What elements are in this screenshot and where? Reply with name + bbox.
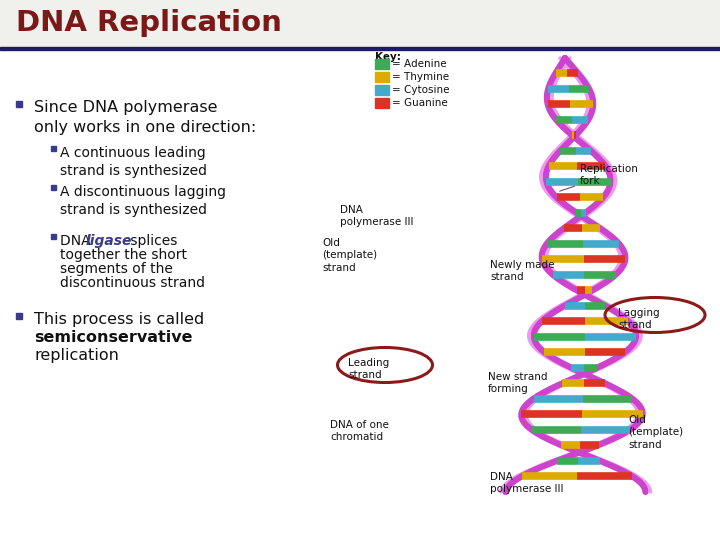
Text: Leading
strand: Leading strand: [348, 358, 390, 380]
Bar: [375, 85, 389, 95]
Bar: [375, 59, 389, 69]
Text: Newly made
strand: Newly made strand: [490, 260, 554, 282]
Text: ligase: ligase: [86, 234, 132, 248]
Text: segments of the: segments of the: [60, 262, 173, 276]
Text: DNA of one
chromatid: DNA of one chromatid: [330, 420, 389, 442]
Bar: [51, 146, 56, 151]
Bar: [51, 185, 56, 190]
Bar: [375, 98, 389, 108]
Text: together the short: together the short: [60, 248, 187, 262]
Text: DNA
polymerase III: DNA polymerase III: [340, 205, 413, 227]
Text: This process is called: This process is called: [34, 312, 204, 327]
Bar: [0, 0, 720, 47]
Text: A discontinuous lagging
strand is synthesized: A discontinuous lagging strand is synthe…: [60, 185, 226, 217]
Text: = Cytosine: = Cytosine: [392, 85, 449, 95]
Bar: [16, 313, 22, 319]
Text: DNA Replication: DNA Replication: [16, 9, 282, 37]
Text: Old
(template)
strand: Old (template) strand: [628, 415, 683, 450]
Text: Since DNA polymerase
only works in one direction:: Since DNA polymerase only works in one d…: [34, 100, 256, 136]
Bar: [51, 234, 56, 239]
Text: = Adenine: = Adenine: [392, 59, 446, 69]
Text: Replication
fork: Replication fork: [559, 164, 638, 191]
Text: = Thymine: = Thymine: [392, 72, 449, 82]
Text: Old
(template)
strand: Old (template) strand: [322, 238, 377, 273]
Text: New strand
forming: New strand forming: [488, 372, 547, 394]
Bar: [0, 47, 720, 50]
Text: Key:: Key:: [375, 52, 401, 62]
Text: replication: replication: [34, 348, 119, 363]
Bar: [375, 72, 389, 82]
Text: DNA
polymerase III: DNA polymerase III: [490, 472, 564, 495]
Text: splices: splices: [126, 234, 177, 248]
Text: semiconservative: semiconservative: [34, 330, 192, 345]
Text: Lagging
strand: Lagging strand: [618, 308, 660, 330]
Bar: [16, 101, 22, 107]
Text: = Guanine: = Guanine: [392, 98, 448, 108]
Text: discontinuous strand: discontinuous strand: [60, 276, 205, 290]
Text: DNA: DNA: [60, 234, 95, 248]
Text: A continuous leading
strand is synthesized: A continuous leading strand is synthesiz…: [60, 146, 207, 178]
